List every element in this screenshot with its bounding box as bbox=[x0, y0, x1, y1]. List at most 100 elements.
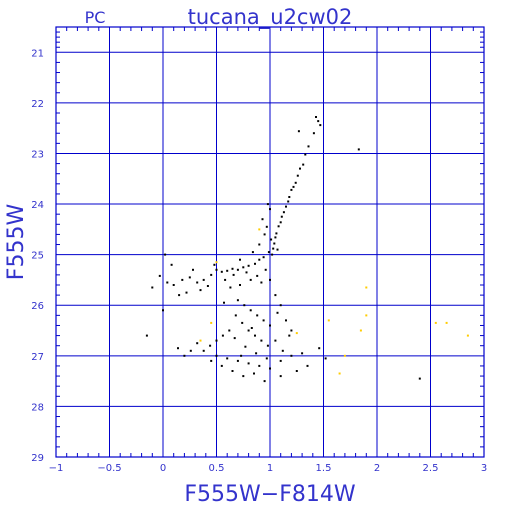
star-point bbox=[185, 291, 188, 294]
highlight-point bbox=[327, 319, 330, 322]
star-point bbox=[261, 218, 264, 221]
star-point bbox=[244, 345, 247, 348]
highlight-point bbox=[295, 332, 298, 335]
star-point bbox=[151, 286, 154, 289]
star-point bbox=[228, 329, 231, 332]
y-tick-label: 25 bbox=[31, 251, 44, 262]
x-ticks: −1 −0.5 0 0.5 1 1.5 2 2.5 3 bbox=[49, 27, 487, 474]
star-point bbox=[215, 354, 218, 357]
x-tick-label: −1 bbox=[49, 463, 64, 474]
star-point bbox=[260, 339, 263, 342]
star-point bbox=[189, 349, 192, 352]
star-point bbox=[297, 130, 300, 133]
chart-title: tucana_u2cw02 bbox=[188, 5, 353, 30]
star-point bbox=[282, 211, 285, 214]
star-point bbox=[264, 268, 267, 271]
star-point bbox=[181, 278, 184, 281]
star-point bbox=[256, 274, 259, 277]
star-point bbox=[290, 354, 293, 357]
star-point bbox=[236, 359, 239, 362]
star-point bbox=[269, 367, 271, 370]
star-point bbox=[210, 273, 213, 276]
star-point bbox=[210, 359, 213, 362]
star-point bbox=[260, 281, 263, 284]
highlight-point bbox=[215, 261, 218, 264]
star-point bbox=[287, 200, 290, 203]
star-point bbox=[239, 284, 241, 286]
star-point bbox=[266, 203, 269, 206]
star-point bbox=[164, 253, 167, 256]
highlight-point bbox=[365, 314, 368, 317]
star-point bbox=[281, 349, 284, 352]
star-point bbox=[290, 329, 293, 332]
star-point bbox=[196, 281, 199, 284]
star-point bbox=[226, 357, 229, 360]
y-axis-label: F555W bbox=[4, 204, 29, 281]
star-point bbox=[213, 263, 216, 266]
star-point bbox=[315, 116, 317, 118]
star-point bbox=[270, 238, 273, 241]
star-point bbox=[249, 278, 252, 281]
star-point bbox=[233, 337, 236, 340]
highlight-point bbox=[338, 372, 341, 375]
y-tick-label: 28 bbox=[31, 402, 44, 413]
star-point bbox=[258, 243, 261, 246]
x-tick-label: 0.5 bbox=[209, 463, 225, 474]
star-point bbox=[215, 268, 218, 271]
star-point bbox=[247, 362, 250, 365]
star-point bbox=[269, 208, 271, 211]
star-point bbox=[279, 221, 282, 224]
highlight-point bbox=[365, 286, 368, 289]
star-point bbox=[279, 375, 282, 378]
star-point bbox=[288, 196, 291, 198]
star-point bbox=[241, 321, 244, 324]
star-point bbox=[317, 120, 320, 123]
star-point bbox=[250, 327, 253, 329]
highlight-point bbox=[359, 329, 362, 332]
star-point bbox=[290, 188, 293, 191]
star-point bbox=[242, 375, 245, 378]
star-point bbox=[172, 284, 175, 286]
star-point bbox=[276, 248, 279, 251]
highlight-point bbox=[210, 321, 213, 324]
star-point bbox=[177, 347, 179, 350]
y-tick-label: 23 bbox=[31, 149, 44, 160]
star-point bbox=[206, 285, 209, 287]
star-point bbox=[243, 304, 246, 307]
star-point bbox=[234, 314, 237, 317]
star-point bbox=[258, 258, 261, 261]
x-tick-label: 1 bbox=[267, 463, 273, 474]
star-point bbox=[267, 251, 270, 254]
star-point bbox=[242, 266, 245, 269]
star-point bbox=[302, 163, 305, 166]
star-point bbox=[220, 270, 223, 273]
star-point bbox=[162, 309, 164, 312]
star-point bbox=[288, 334, 291, 337]
star-point bbox=[262, 319, 265, 322]
star-point bbox=[295, 370, 298, 372]
star-point bbox=[279, 359, 282, 362]
star-point bbox=[209, 344, 212, 347]
star-point bbox=[258, 364, 261, 367]
star-point bbox=[170, 263, 173, 266]
data-points bbox=[145, 116, 469, 383]
star-point bbox=[276, 311, 279, 314]
star-point bbox=[254, 262, 256, 265]
star-point bbox=[256, 314, 259, 317]
star-point bbox=[294, 181, 297, 184]
grid-lines bbox=[55, 27, 485, 458]
star-point bbox=[232, 273, 235, 276]
star-point bbox=[418, 377, 421, 380]
star-point bbox=[357, 148, 360, 151]
star-point bbox=[158, 274, 161, 277]
y-tick-label: 21 bbox=[31, 48, 44, 59]
star-point bbox=[249, 309, 252, 312]
star-point bbox=[271, 253, 274, 256]
star-point bbox=[285, 205, 287, 208]
star-point bbox=[245, 271, 248, 274]
star-point bbox=[299, 167, 301, 170]
star-point bbox=[247, 264, 250, 267]
star-point bbox=[273, 242, 276, 245]
star-point bbox=[231, 267, 234, 270]
